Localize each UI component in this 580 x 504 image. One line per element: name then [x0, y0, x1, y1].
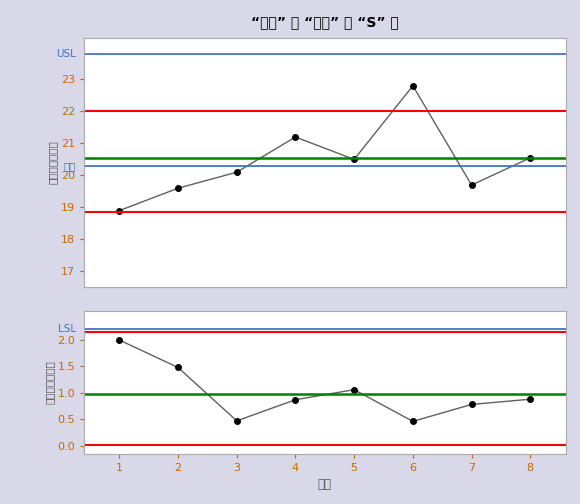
Text: LSL: LSL	[57, 325, 76, 335]
Text: USL: USL	[56, 49, 76, 59]
X-axis label: 样本: 样本	[318, 478, 332, 491]
Y-axis label: 平均値（重量）: 平均値（重量）	[48, 141, 58, 184]
Y-axis label: 标准差（重量）: 标准差（重量）	[45, 360, 55, 404]
Text: “重量” 的 “均値” 和 “S” 图: “重量” 的 “均値” 和 “S” 图	[251, 15, 398, 29]
Text: 目标: 目标	[63, 161, 76, 171]
